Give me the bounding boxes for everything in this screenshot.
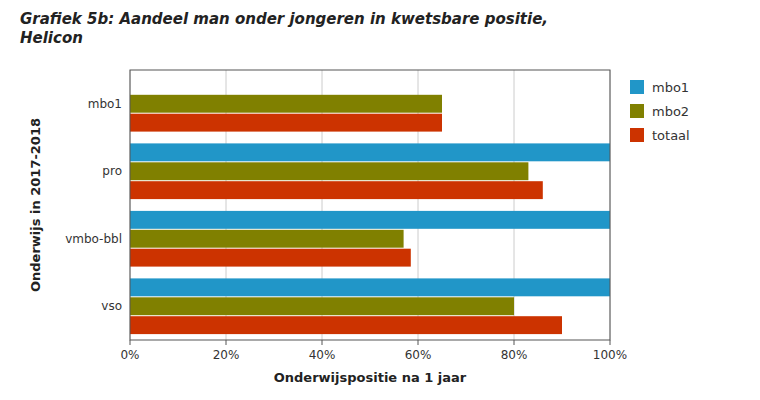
tick-mark: [226, 340, 227, 345]
y-axis: vso vmbo-bbl pro mbo1: [65, 97, 122, 314]
bars: [130, 95, 610, 334]
title: Grafiek 5b: Aandeel man onder jongeren i…: [20, 10, 548, 47]
legend-swatch: [630, 80, 644, 94]
legend-label: mbo1: [652, 80, 689, 95]
bar: [130, 297, 514, 315]
tick-mark: [130, 340, 131, 345]
plot-frame: [130, 70, 610, 340]
category-label: mbo1: [88, 97, 122, 111]
tick-label: 100%: [593, 348, 627, 362]
tick-label: 0%: [120, 348, 139, 362]
tick-mark: [514, 340, 515, 345]
chart-container: Grafiek 5b: Aandeel man onder jongeren i…: [0, 0, 760, 400]
bar: [130, 181, 543, 199]
bar: [130, 95, 442, 113]
category-label: vmbo-bbl: [65, 232, 122, 246]
bar: [130, 211, 610, 229]
bar: [130, 114, 442, 132]
legend-swatch: [630, 104, 644, 118]
bar: [130, 162, 528, 180]
tick-mark: [418, 340, 419, 345]
tick-label: 20%: [213, 348, 240, 362]
legend-label: mbo2: [652, 104, 689, 119]
tick-mark: [610, 340, 611, 345]
legend-swatch: [630, 128, 644, 142]
category-label: pro: [102, 164, 122, 178]
grid: [130, 70, 610, 340]
bar: [130, 316, 562, 334]
bar: [130, 249, 411, 267]
tick-label: 40%: [309, 348, 336, 362]
bar: [130, 230, 404, 248]
tick-mark: [322, 340, 323, 345]
y-axis-label: Onderwijs in 2017-2018: [28, 118, 43, 292]
chart: Grafiek 5b: Aandeel man onder jongeren i…: [0, 0, 760, 400]
x-axis-label: Onderwijspositie na 1 jaar: [274, 370, 467, 385]
tick-label: 60%: [405, 348, 432, 362]
x-axis: 0% 20% 40% 60% 80% 100%: [120, 340, 627, 362]
legend: mbo1 mbo2 totaal: [630, 80, 690, 143]
bar: [130, 278, 610, 296]
tick-label: 80%: [501, 348, 528, 362]
legend-label: totaal: [652, 128, 690, 143]
bar: [130, 143, 610, 161]
category-label: vso: [101, 299, 122, 313]
